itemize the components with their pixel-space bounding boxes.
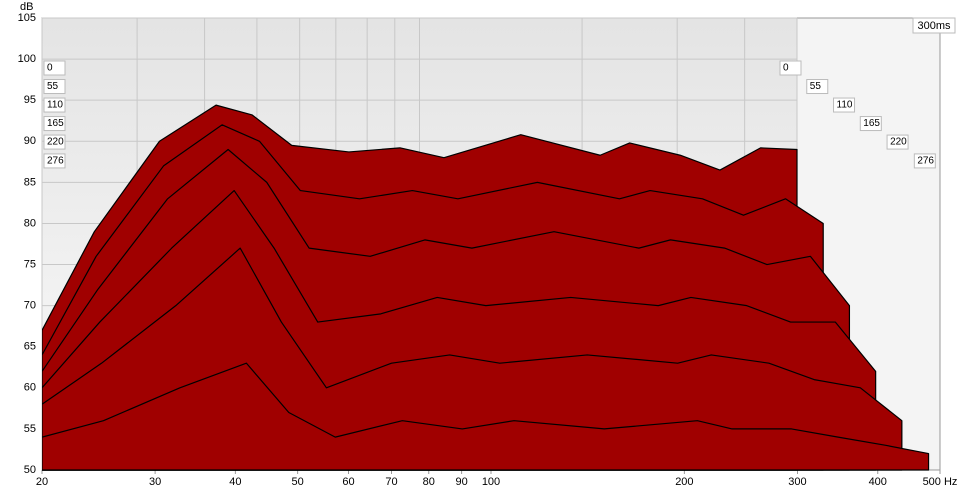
y-tick-label: 70: [24, 300, 36, 312]
x-tick-label: 90: [455, 476, 467, 488]
y-tick-label: 60: [24, 382, 36, 394]
slice-area: [42, 362, 930, 471]
x-tick-label: 50: [292, 476, 304, 488]
time-label-left: 276: [47, 156, 64, 167]
x-tick-label: 20: [36, 476, 48, 488]
x-tick-label: 100: [482, 476, 500, 488]
y-axis-label: dB: [20, 1, 33, 13]
zmax-label: 300ms: [917, 20, 951, 32]
time-label-right-box: [833, 97, 856, 113]
x-tick-label: 400: [869, 476, 887, 488]
y-tick-label: 50: [24, 464, 36, 476]
time-label-right-box: [779, 60, 802, 76]
time-label-left-box: [43, 79, 66, 95]
y-tick-label: 80: [24, 217, 36, 229]
time-label-left: 165: [47, 118, 64, 129]
x-tick-label: 500 Hz: [923, 476, 958, 488]
time-label-left: 110: [47, 100, 63, 111]
time-label-right: 0: [783, 63, 789, 74]
zmax-box: [912, 17, 956, 34]
y-tick-label: 95: [24, 94, 36, 106]
time-label-left-box: [43, 97, 66, 113]
time-label-right-box: [913, 153, 936, 169]
x-tick-label: 80: [423, 476, 435, 488]
time-label-left: 220: [47, 137, 64, 148]
x-tick-label: 200: [675, 476, 693, 488]
y-tick-label: 90: [24, 135, 36, 147]
time-label-right: 165: [863, 118, 880, 129]
time-label-right: 110: [837, 100, 853, 111]
y-tick-label: 55: [24, 423, 36, 435]
x-tick-label: 300: [788, 476, 806, 488]
time-label-left-box: [43, 60, 66, 76]
x-tick-label: 70: [385, 476, 397, 488]
time-label-right: 220: [890, 137, 907, 148]
time-label-left: 55: [47, 81, 59, 92]
time-label-right-box: [859, 116, 882, 132]
y-tick-label: 65: [24, 341, 36, 353]
y-tick-label: 75: [24, 258, 36, 270]
time-label-left: 0: [47, 63, 53, 74]
x-tick-label: 40: [229, 476, 241, 488]
y-tick-label: 100: [18, 53, 36, 65]
time-label-right: 276: [917, 156, 934, 167]
time-label-left-box: [43, 134, 66, 150]
y-tick-label: 85: [24, 176, 36, 188]
time-label-left-box: [43, 116, 66, 132]
x-tick-label: 30: [149, 476, 161, 488]
x-tick-label: 60: [342, 476, 354, 488]
time-label-right: 55: [810, 81, 822, 92]
y-tick-label: 105: [18, 12, 36, 24]
time-label-right-box: [886, 134, 909, 150]
time-label-right-box: [806, 79, 829, 95]
time-label-left-box: [43, 153, 66, 169]
